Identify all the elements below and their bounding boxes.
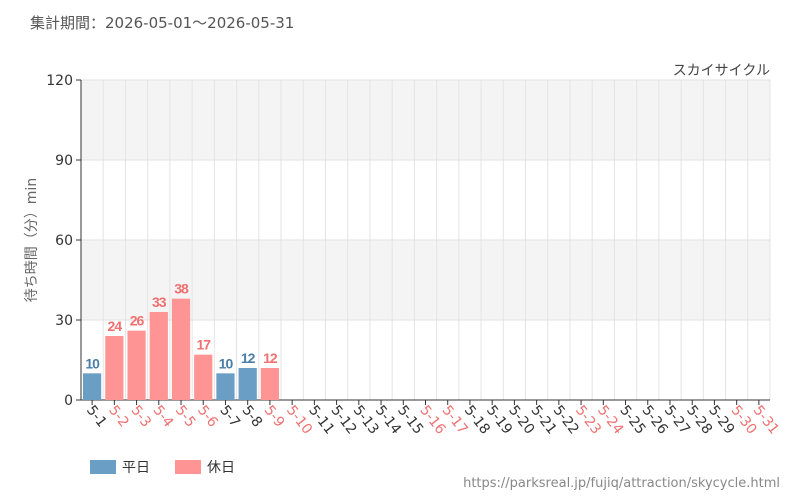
- data-label: 33: [152, 294, 167, 310]
- data-label: 12: [263, 350, 278, 366]
- y-tick-label: 0: [64, 393, 73, 409]
- y-tick-label: 120: [46, 73, 73, 89]
- y-axis-label: 待ち時間（分）min: [24, 178, 40, 302]
- y-tick-label: 30: [55, 313, 73, 329]
- data-label: 38: [174, 281, 189, 297]
- data-label: 26: [130, 313, 145, 329]
- bar: [127, 330, 146, 400]
- x-tick-label: 5-2: [105, 403, 132, 431]
- bar: [149, 312, 168, 400]
- x-tick-label: 5-3: [127, 403, 154, 431]
- bar: [194, 354, 213, 400]
- period: 集計期間：2026-05-01～2026-05-31: [30, 14, 294, 32]
- source: https://parksreal.jp/fujiq/attraction/sk…: [463, 476, 780, 491]
- bar: [238, 368, 257, 400]
- legend-swatch: [90, 460, 116, 474]
- y-tick-label: 90: [55, 153, 73, 169]
- bar: [83, 373, 102, 400]
- data-label: 10: [85, 355, 100, 371]
- x-tick-label: 5-1: [83, 403, 110, 431]
- legend-swatch: [175, 460, 201, 474]
- data-label: 24: [108, 318, 123, 334]
- x-tick-label: 5-4: [150, 403, 177, 431]
- data-label: 10: [219, 355, 234, 371]
- grid-band: [81, 240, 770, 320]
- grid-band: [81, 80, 770, 160]
- data-label: 17: [196, 337, 211, 353]
- bar: [216, 373, 235, 400]
- x-tick-label: 5-6: [194, 403, 221, 431]
- x-tick-label: 5-7: [216, 403, 243, 431]
- bar: [105, 336, 124, 400]
- x-tick-label: 5-5: [172, 403, 199, 431]
- x-tick-label: 5-9: [261, 403, 288, 431]
- bar: [260, 368, 280, 400]
- data-label: 12: [241, 350, 256, 366]
- legend-label: 平日: [122, 460, 150, 476]
- bar: [171, 298, 191, 400]
- y-tick-label: 60: [55, 233, 73, 249]
- x-tick-label: 5-8: [239, 403, 266, 431]
- chart-title: スカイサイクル: [673, 63, 770, 79]
- legend-label: 休日: [207, 460, 235, 476]
